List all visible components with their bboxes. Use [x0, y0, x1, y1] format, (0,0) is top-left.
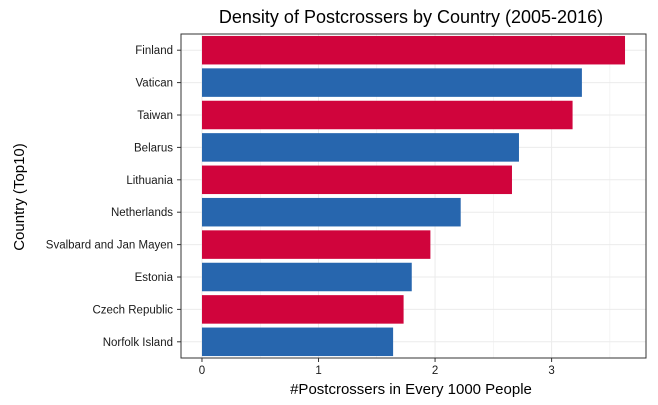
- x-tick-label: 2: [432, 365, 438, 377]
- y-tick-label: Belarus: [134, 142, 173, 154]
- y-tick-label: Norfolk Island: [103, 337, 173, 349]
- y-tick-label: Lithuania: [126, 175, 173, 187]
- y-tick-label: Czech Republic: [92, 304, 173, 316]
- y-axis-title: Country (Top10): [11, 143, 28, 251]
- bar: [201, 197, 461, 227]
- bar: [201, 133, 519, 162]
- bar: [201, 165, 512, 195]
- bar: [201, 68, 582, 97]
- bar: [201, 230, 431, 259]
- x-tick-label: 3: [548, 365, 554, 377]
- y-tick-label: Taiwan: [137, 110, 173, 122]
- bar: [201, 100, 573, 130]
- x-axis-title: #Postcrossers in Every 1000 People: [290, 381, 532, 398]
- bar: [201, 327, 394, 357]
- bar: [201, 35, 626, 65]
- y-tick-label: Estonia: [135, 272, 174, 284]
- bar: [201, 262, 412, 292]
- x-tick-label: 0: [199, 365, 205, 377]
- bar: [201, 295, 404, 324]
- x-tick-label: 1: [315, 365, 321, 377]
- y-tick-label: Finland: [135, 45, 173, 57]
- chart-title: Density of Postcrossers by Country (2005…: [219, 7, 603, 27]
- y-tick-label: Vatican: [135, 78, 173, 90]
- plot-panel: Finland Vatican Taiwan Belarus Lithuania Neth…: [46, 33, 647, 377]
- y-tick-label: Netherlands: [111, 207, 173, 219]
- y-tick-label: Svalbard and Jan Mayen: [46, 240, 173, 252]
- panel-border: [180, 33, 647, 359]
